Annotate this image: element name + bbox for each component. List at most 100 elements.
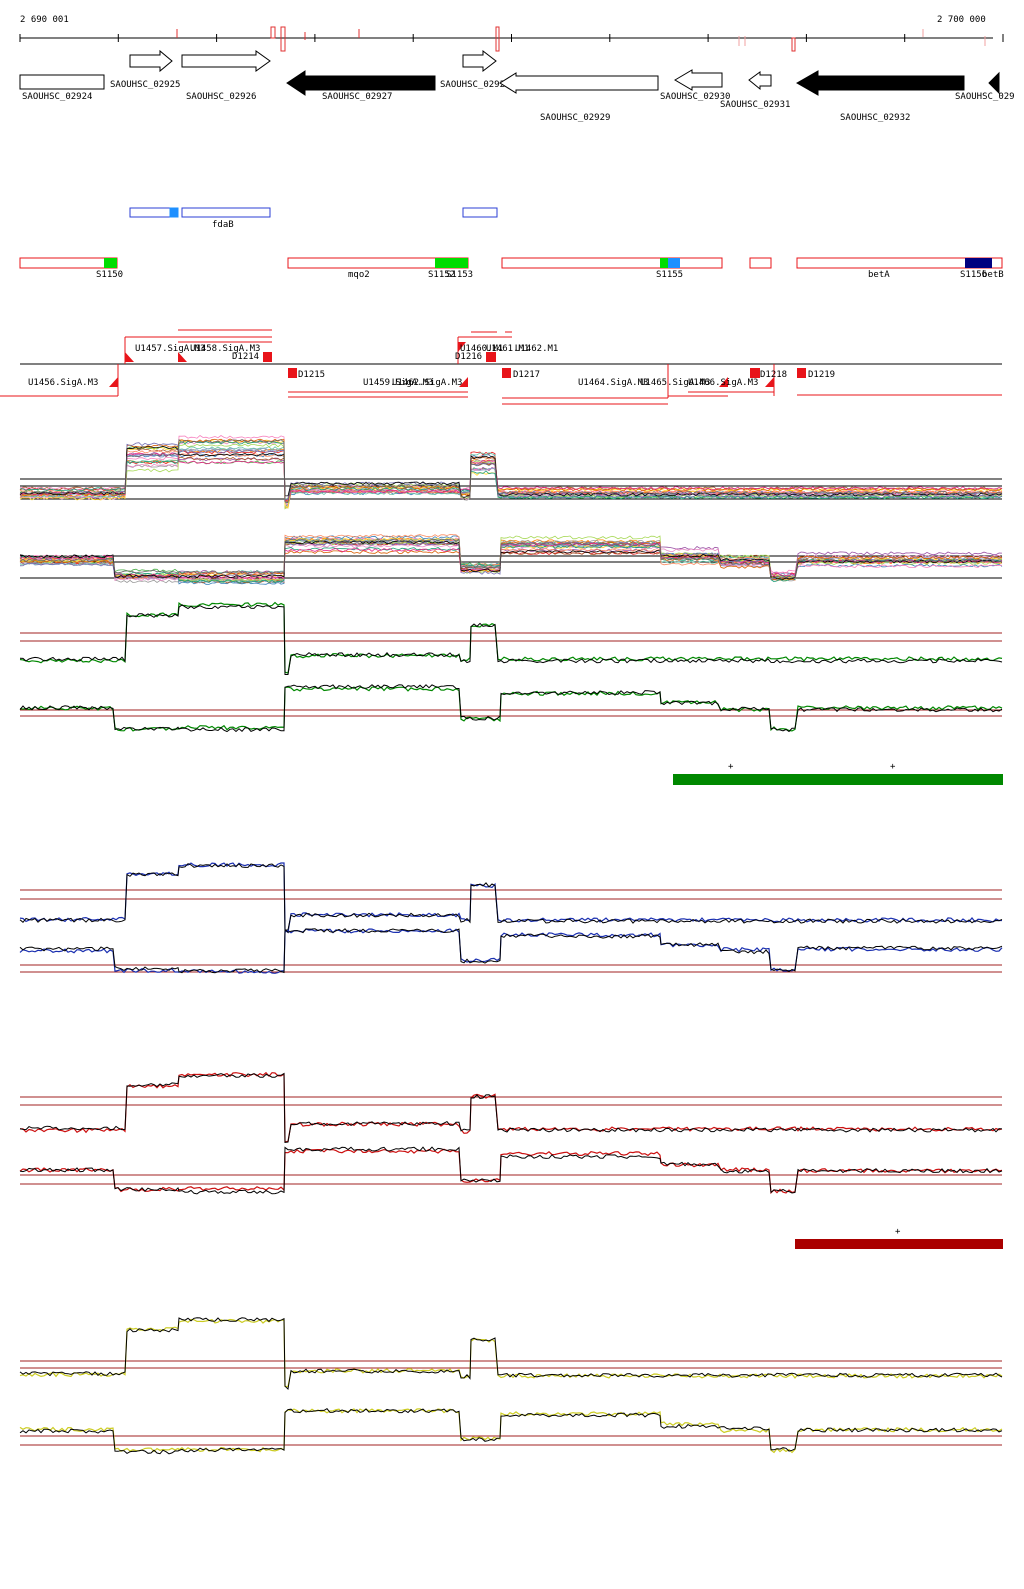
gene-saouhsc-02930[interactable]: SAOUHSC_02930: [660, 69, 730, 102]
gene-saouhsc-02926[interactable]: SAOUHSC_02926: [181, 50, 271, 102]
gene-label: SAOUHSC_02929: [540, 113, 610, 123]
operon-label: S1150: [96, 270, 123, 280]
control-minus-trace: [19, 928, 1003, 974]
gene-track: SAOUHSC_02924 SAOUHSC_02925 SAOUHSC_0292…: [19, 49, 1015, 123]
gene-label: SAOUHSC_02927: [322, 92, 392, 102]
condition-minus-trace: [19, 1408, 1003, 1454]
coordinate-ruler: 2 690 001 2 700 000: [19, 15, 1004, 52]
operon-box[interactable]: [749, 257, 772, 269]
operon-label: S1152: [428, 270, 455, 280]
segment-label: U1466.SigA.M3: [688, 378, 758, 388]
gene-saouhsc-02927[interactable]: SAOUHSC_02927: [286, 70, 436, 102]
segment-label: U1456.SigA.M3: [28, 378, 98, 388]
operon-segment[interactable]: [668, 258, 680, 268]
highlight-bar-red[interactable]: [795, 1239, 1003, 1249]
sample-trace: [19, 544, 1003, 584]
operon-label: mqo2: [348, 270, 370, 280]
condition-panel-2: [19, 862, 1003, 974]
operon-segment[interactable]: [660, 258, 668, 268]
highlight-mark: +: [890, 762, 896, 772]
sample-trace: [19, 438, 1003, 504]
end-coordinate: 2 700 000: [937, 15, 986, 25]
feature-box[interactable]: [462, 207, 498, 218]
condition-plus-trace: [19, 1318, 1003, 1388]
condition-panel-3: [19, 1071, 1003, 1195]
gene-label: SAOUHSC_02932: [840, 113, 910, 123]
operon-segment[interactable]: [435, 258, 468, 268]
operon-track: S1150 mqo2 S1152 S1153 S1155 betA S1156 …: [19, 257, 1004, 280]
feature-box[interactable]: [129, 207, 171, 218]
start-coordinate: 2 690 001: [20, 15, 69, 25]
gene-saouhsc-029-partial[interactable]: SAOUHSC_029: [955, 71, 1015, 102]
gene-saouhsc-02929[interactable]: SAOUHSC_02929: [499, 72, 659, 123]
ruler-markers: [176, 26, 986, 52]
condition-plus-trace: [19, 601, 1003, 674]
control-plus-trace: [19, 863, 1003, 931]
operon-segment[interactable]: [965, 258, 992, 268]
segment-label: D1214: [232, 352, 259, 362]
highlight-mark: +: [895, 1227, 901, 1237]
segment-label: U1462.SigA.M3: [392, 378, 462, 388]
gene-label: SAOUHSC_02930: [660, 92, 730, 102]
segment-label: U1459.SigA.M3: [363, 378, 433, 388]
gene-saouhsc-02932[interactable]: SAOUHSC_02932: [795, 70, 965, 123]
segment-flags: [109, 342, 806, 387]
control-plus-trace: [19, 604, 1003, 675]
plus-feature-track: fdaB: [129, 207, 498, 230]
control-minus-trace: [19, 1146, 1003, 1195]
gene-saouhsc-02928[interactable]: SAOUHSC_02928: [440, 49, 510, 90]
segment-label: D1217: [513, 370, 540, 380]
gene-label: SAOUHSC_02924: [22, 92, 92, 102]
sample-trace: [19, 453, 1003, 504]
feature-label: fdaB: [212, 220, 234, 230]
sample-trace: [19, 535, 1003, 582]
operon-segment[interactable]: [104, 258, 117, 268]
sample-trace: [19, 442, 1003, 501]
all-samples-expression-track: [19, 434, 1003, 585]
gene-label: SAOUHSC_02931: [720, 100, 790, 110]
sample-trace: [19, 538, 1003, 579]
segment-label: D1218: [760, 370, 787, 380]
feature-box-fdab[interactable]: [181, 207, 271, 218]
sample-trace: [19, 440, 1003, 500]
sample-trace: [19, 440, 1003, 507]
gene-saouhsc-02924[interactable]: SAOUHSC_02924: [19, 74, 105, 102]
segment-label: U1460.M1: [460, 344, 503, 354]
highlight-bar-green[interactable]: [673, 774, 1003, 785]
segment-label: U1465.SigA.M3: [640, 378, 710, 388]
segment-track: U1457.SigA.M3 U1458.SigA.M3 D1214 U1460.…: [0, 329, 1002, 405]
all-samples-plus-strand: [19, 434, 1003, 510]
all-samples-minus-strand: [19, 534, 1003, 585]
segment-label: U1457.SigA.M3: [135, 344, 205, 354]
operon-box[interactable]: [796, 257, 1003, 269]
condition-highlight-bars: + + +: [673, 762, 1003, 1249]
condition-panel-1: [19, 601, 1003, 733]
operon-label: betA: [868, 270, 890, 280]
gene-saouhsc-02925[interactable]: SAOUHSC_02925: [110, 49, 180, 90]
ruler-ticks: [19, 34, 1004, 42]
highlight-mark: +: [728, 762, 734, 772]
segment-label: D1215: [298, 370, 325, 380]
segment-label: U1458.SigA.M3: [190, 344, 260, 354]
segment-label: U1464.SigA.M3: [578, 378, 648, 388]
gene-label: SAOUHSC_02925: [110, 80, 180, 90]
segment-lines: [0, 329, 1002, 405]
sample-trace: [19, 446, 1003, 499]
segment-label: D1219: [808, 370, 835, 380]
sample-trace: [19, 452, 1003, 502]
control-plus-trace: [19, 1317, 1003, 1391]
feature-box[interactable]: [169, 207, 179, 218]
gene-saouhsc-02931[interactable]: SAOUHSC_02931: [720, 71, 790, 110]
segment-label: D1216: [455, 352, 482, 362]
sample-trace: [20, 542, 1003, 580]
sample-trace: [19, 542, 1003, 578]
condition-plus-trace: [19, 862, 1002, 934]
gene-label: SAOUHSC_029: [955, 92, 1015, 102]
operon-box[interactable]: [19, 257, 118, 269]
operon-box[interactable]: [501, 257, 723, 269]
operon-label: S1156: [960, 270, 987, 280]
condition-plus-trace: [20, 1071, 1003, 1143]
operon-label: betB: [982, 270, 1004, 280]
segment-label: U1461.M1: [486, 344, 529, 354]
